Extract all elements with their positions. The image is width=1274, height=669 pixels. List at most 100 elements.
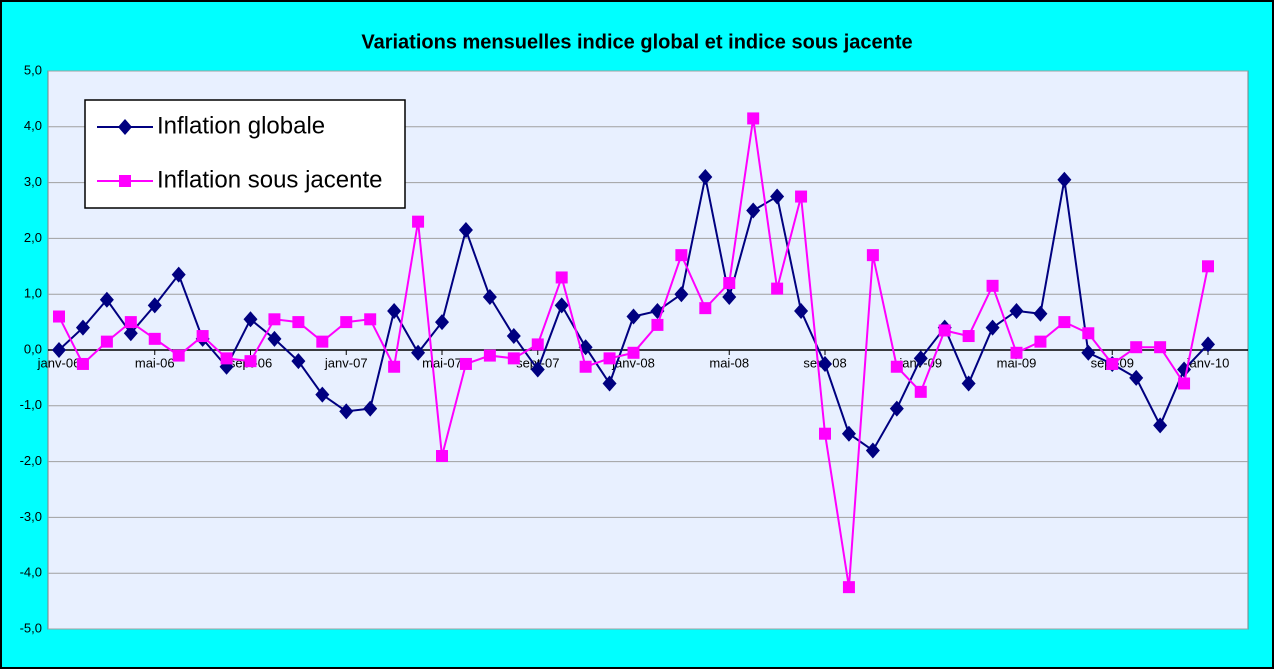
data-point	[1106, 357, 1119, 370]
data-point	[626, 308, 641, 325]
data-point	[339, 403, 354, 420]
data-point	[52, 342, 66, 358]
data-point	[602, 375, 617, 392]
data-point	[124, 316, 137, 329]
x-tick-label: janv-07	[324, 355, 368, 370]
data-point	[651, 318, 664, 331]
data-point	[698, 169, 713, 186]
x-tick-label: janv-06	[37, 355, 81, 370]
data-point	[292, 316, 305, 329]
data-point	[1154, 341, 1167, 354]
data-point	[938, 324, 951, 337]
data-point	[1058, 316, 1071, 329]
data-point	[147, 297, 162, 314]
y-tick-label: 4,0	[24, 118, 42, 133]
data-point	[961, 375, 976, 392]
data-point	[172, 349, 185, 362]
y-tick-label: 2,0	[24, 230, 42, 245]
data-point	[435, 314, 449, 331]
data-point	[962, 330, 975, 343]
data-point	[123, 325, 138, 342]
data-point	[771, 282, 784, 295]
y-tick-label: 0,0	[24, 341, 42, 356]
data-point	[1081, 344, 1096, 361]
data-point	[1009, 302, 1024, 319]
data-point	[531, 338, 544, 351]
data-point	[747, 112, 760, 125]
x-tick-label: janv-10	[1186, 355, 1230, 370]
y-tick-label: -3,0	[20, 509, 42, 524]
data-point	[555, 271, 568, 284]
chart-title: Variations mensuelles indice global et i…	[361, 31, 912, 53]
data-point	[1153, 417, 1168, 434]
data-point	[579, 360, 592, 373]
data-point	[1010, 346, 1023, 359]
data-point	[1082, 327, 1095, 340]
data-point	[746, 202, 761, 219]
data-point	[267, 330, 282, 347]
data-point	[865, 442, 880, 459]
data-point	[842, 581, 855, 594]
data-point	[985, 319, 1000, 336]
data-point	[986, 279, 999, 292]
data-point	[1057, 171, 1072, 188]
data-point	[100, 335, 113, 348]
data-point	[1129, 369, 1144, 386]
data-point	[889, 400, 904, 417]
data-point	[1201, 336, 1215, 353]
data-point	[99, 291, 114, 308]
data-point	[76, 357, 89, 370]
y-tick-label: -1,0	[20, 397, 42, 412]
data-point	[722, 288, 737, 305]
data-point	[243, 311, 258, 328]
data-point	[627, 346, 640, 359]
data-point	[1033, 305, 1048, 322]
data-point	[675, 249, 688, 262]
data-point	[458, 222, 473, 239]
data-point	[770, 188, 785, 205]
data-point	[364, 313, 377, 326]
legend-label: Inflation globale	[157, 112, 325, 139]
data-point	[75, 319, 90, 336]
data-point	[436, 450, 448, 463]
data-point	[316, 335, 329, 348]
legend-marker	[119, 175, 131, 187]
data-point	[412, 215, 425, 228]
legend-label: Inflation sous jacente	[157, 166, 382, 193]
data-point	[723, 277, 736, 290]
data-point	[603, 352, 616, 365]
data-point	[196, 330, 209, 343]
data-point	[387, 302, 402, 319]
x-tick-label: mai-06	[135, 355, 175, 370]
data-point	[913, 350, 928, 367]
data-point	[914, 385, 927, 398]
x-tick-label: mai-08	[709, 355, 749, 370]
data-point	[291, 353, 306, 370]
data-point	[148, 332, 161, 345]
y-tick-label: -5,0	[20, 620, 42, 635]
data-point	[53, 310, 65, 323]
data-point	[315, 386, 330, 403]
data-point	[340, 316, 353, 329]
data-point	[530, 361, 545, 378]
data-point	[171, 266, 186, 283]
y-tick-label: -2,0	[20, 453, 42, 468]
data-point	[890, 360, 903, 373]
data-point	[674, 286, 689, 303]
x-tick-label: janv-08	[611, 355, 655, 370]
data-point	[268, 313, 281, 326]
data-point	[482, 288, 497, 305]
y-tick-label: -4,0	[20, 565, 42, 580]
data-point	[483, 349, 496, 362]
data-point	[795, 190, 808, 203]
data-point	[363, 400, 378, 417]
data-point	[554, 297, 569, 314]
data-point	[794, 302, 809, 319]
data-point	[1034, 335, 1047, 348]
y-tick-label: 5,0	[24, 62, 42, 77]
legend-marker	[118, 119, 132, 135]
data-point	[699, 302, 712, 315]
x-tick-label: mai-09	[997, 355, 1037, 370]
data-point	[1178, 377, 1191, 390]
